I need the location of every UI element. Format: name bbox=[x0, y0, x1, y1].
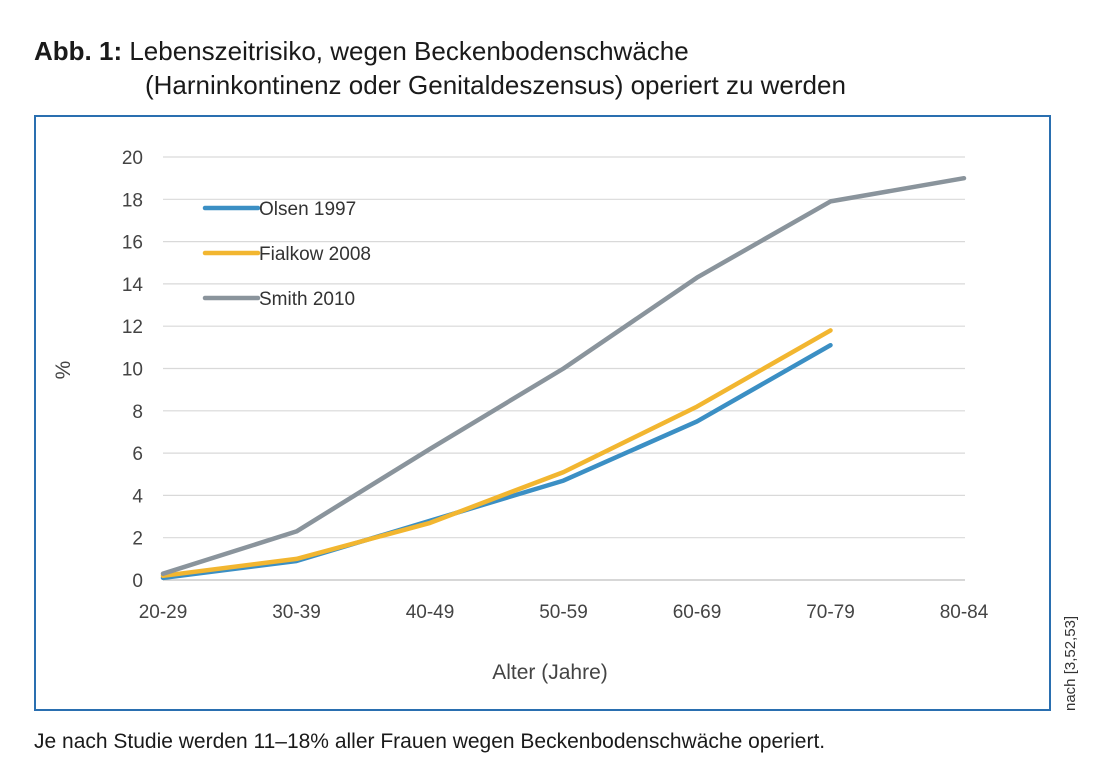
legend-label: Smith 2010 bbox=[259, 289, 355, 310]
y-tick-label: 10 bbox=[122, 360, 143, 381]
series-line-fialkow-2008 bbox=[160, 328, 833, 579]
y-tick-label: 2 bbox=[132, 529, 143, 550]
x-tick-label: 40-49 bbox=[406, 602, 455, 623]
figure-title-line1: Lebenszeitrisiko, wegen Beckenbodenschwä… bbox=[129, 36, 689, 66]
y-axis-title: % bbox=[52, 361, 75, 380]
x-tick-label: 60-69 bbox=[673, 602, 722, 623]
y-tick-label: 4 bbox=[132, 486, 143, 507]
x-tick-label: 50-59 bbox=[539, 602, 588, 623]
y-tick-label: 20 bbox=[122, 148, 143, 169]
y-tick-label: 6 bbox=[132, 444, 143, 465]
chart-frame bbox=[34, 115, 1051, 711]
x-tick-label: 70-79 bbox=[806, 602, 855, 623]
figure-label: Abb. 1: bbox=[34, 36, 123, 66]
y-tick-label: 8 bbox=[132, 402, 143, 423]
legend-label: Olsen 1997 bbox=[259, 199, 356, 220]
x-tick-label: 30-39 bbox=[272, 602, 321, 623]
x-tick-label: 20-29 bbox=[139, 602, 188, 623]
legend-label: Fialkow 2008 bbox=[259, 244, 371, 265]
x-tick-label: 80-84 bbox=[940, 602, 989, 623]
y-tick-label: 0 bbox=[132, 571, 143, 592]
legend: Olsen 1997 Fialkow 2008 Smith 2010 bbox=[202, 199, 371, 310]
series-line-smith-2010 bbox=[160, 175, 967, 576]
y-tick-label: 18 bbox=[122, 190, 143, 211]
y-tick-label: 12 bbox=[122, 317, 143, 338]
figure-title: Abb. 1: Lebenszeitrisiko, wegen Beckenbo… bbox=[34, 34, 846, 102]
x-tick-labels: 20-29 30-39 40-49 50-59 60-69 70-79 80-84 bbox=[139, 602, 989, 623]
series-lines bbox=[160, 175, 967, 581]
figure-caption: Je nach Studie werden 11–18% aller Fraue… bbox=[34, 730, 826, 753]
x-axis-title: Alter (Jahre) bbox=[492, 661, 608, 684]
y-tick-label: 14 bbox=[122, 275, 144, 296]
y-tick-labels: 0 2 4 6 8 10 12 14 16 18 20 bbox=[122, 148, 144, 592]
figure-title-line2: (Harninkontinenz oder Genitaldeszensus) … bbox=[145, 70, 846, 100]
source-note: nach [3,52,53] bbox=[1062, 615, 1079, 711]
y-tick-label: 16 bbox=[122, 233, 143, 254]
